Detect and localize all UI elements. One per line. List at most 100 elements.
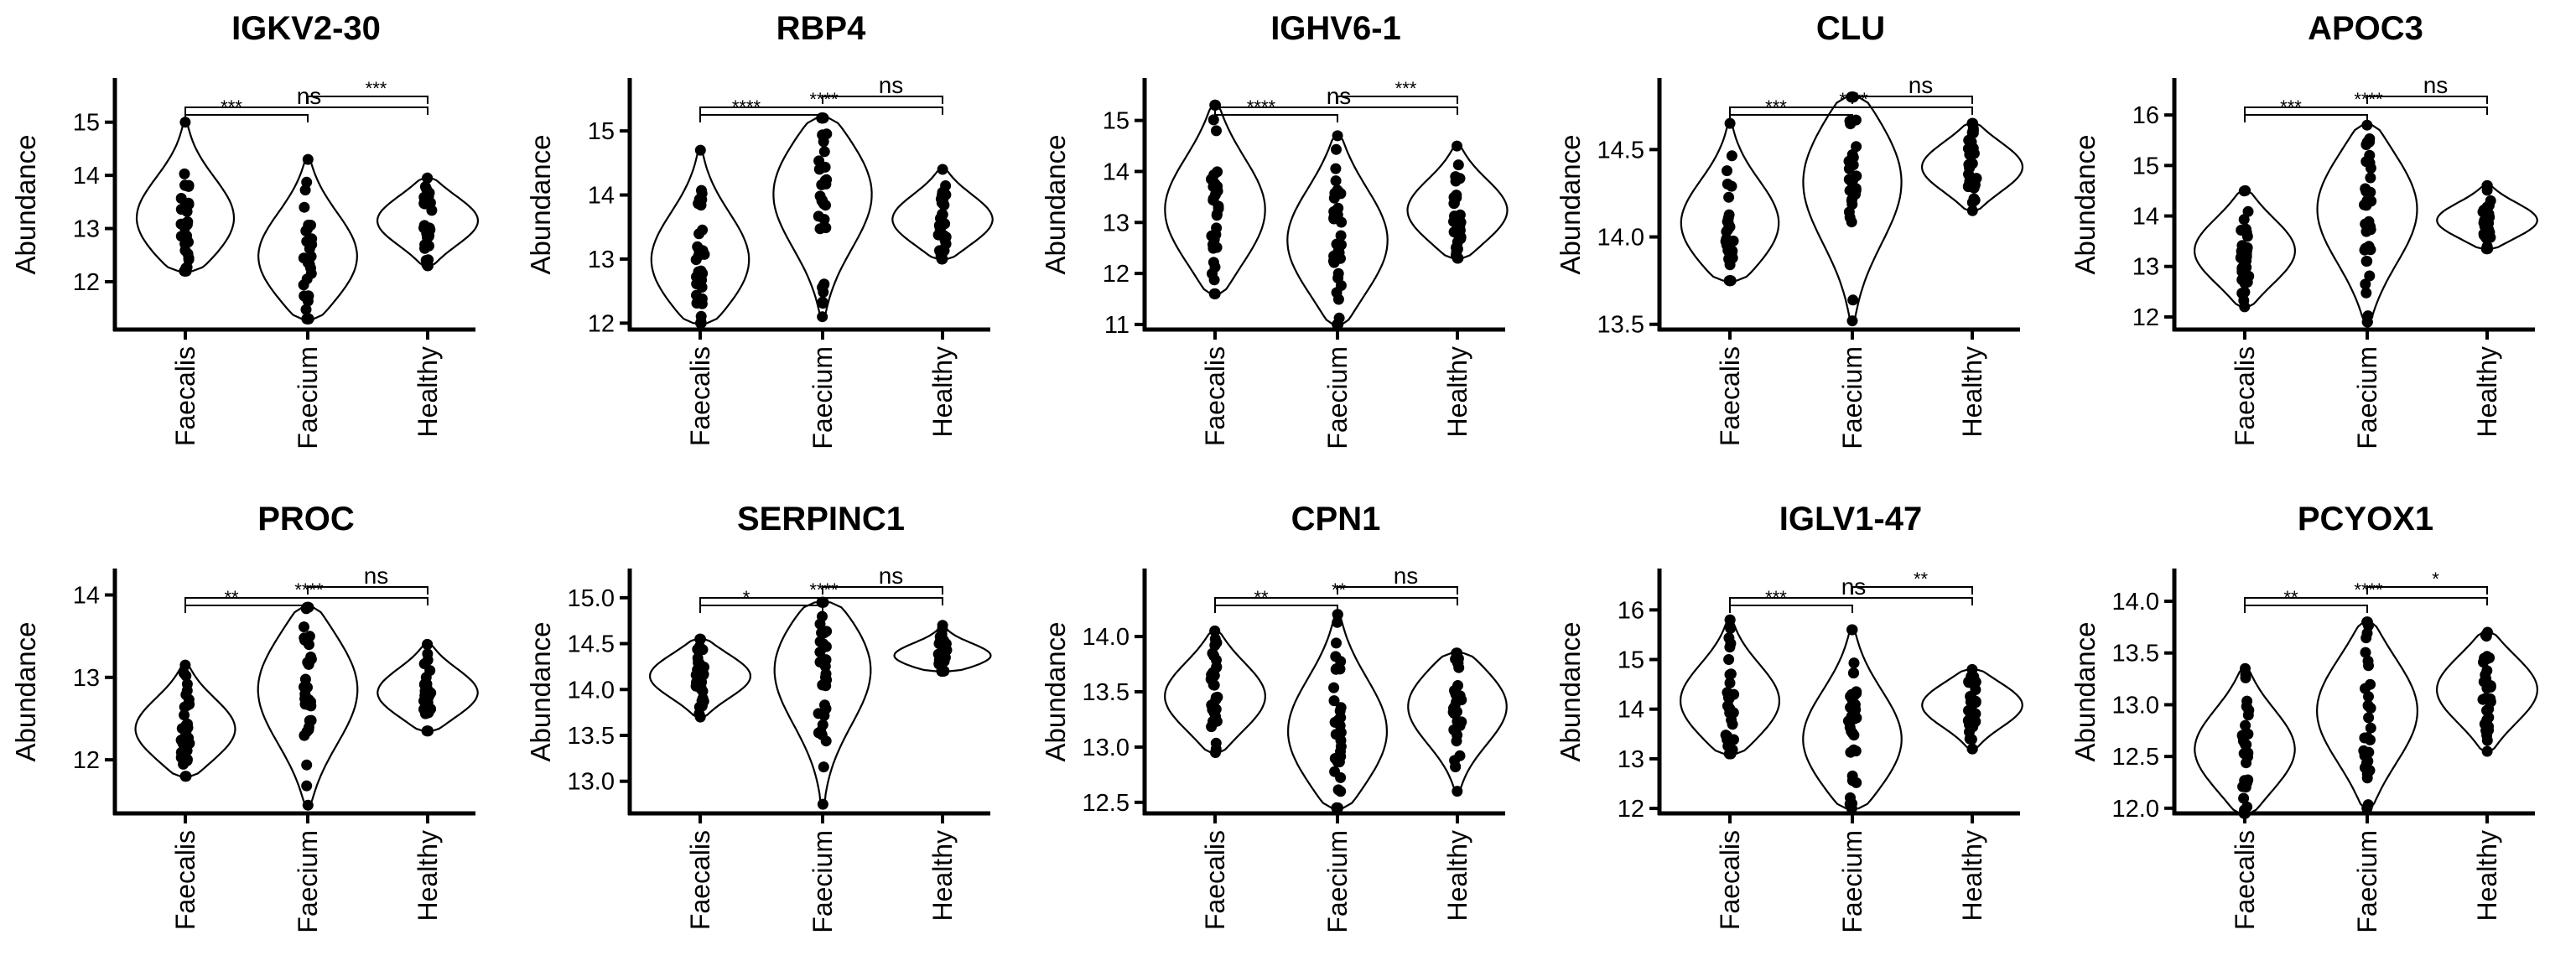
data-point	[1210, 229, 1222, 241]
x-tick-label: Healthy	[2472, 346, 2502, 438]
data-point	[820, 672, 831, 683]
data-point	[697, 644, 709, 656]
data-point	[306, 239, 318, 250]
y-tick-label: 13.0	[568, 769, 615, 796]
data-point	[2478, 657, 2489, 668]
y-tick-label: 15	[2132, 153, 2159, 179]
significance-bracket	[184, 605, 309, 613]
x-tick-label: Healthy	[1957, 830, 1987, 922]
y-tick-label: 13	[73, 665, 100, 692]
data-point	[1452, 159, 1464, 171]
data-point	[305, 714, 317, 726]
data-point	[1725, 668, 1737, 680]
x-tick-label: Healthy	[413, 830, 443, 922]
significance-bracket	[1729, 106, 1973, 115]
data-point	[935, 193, 947, 205]
points-faecium	[2358, 616, 2376, 814]
data-point	[1331, 143, 1342, 155]
data-point	[818, 627, 830, 639]
data-point	[1209, 288, 1221, 299]
data-point	[422, 172, 434, 184]
data-point	[178, 733, 190, 745]
data-point	[2236, 288, 2248, 299]
data-point	[699, 662, 709, 673]
points-faecium	[813, 596, 833, 810]
data-point	[423, 725, 434, 737]
data-point	[422, 639, 433, 650]
significance-bracket	[307, 96, 428, 104]
data-point	[696, 282, 708, 293]
y-tick-label: 13	[1618, 746, 1644, 773]
data-point	[1724, 248, 1736, 260]
significance-label: ns	[1909, 72, 1934, 98]
chart-panel-cpn1: CPN1 Abundance 12.5 13.0 13.5 14.0 Faecalis Fae…	[1040, 501, 1508, 933]
significance-bracket	[1214, 605, 1338, 613]
data-point	[1207, 699, 1218, 710]
points-faecium	[2359, 119, 2377, 328]
significance-bracket	[699, 106, 943, 115]
data-point	[301, 759, 313, 771]
data-point	[2238, 792, 2250, 804]
data-point	[1330, 175, 1342, 187]
points-faecalis	[1206, 99, 1224, 299]
data-point	[695, 310, 707, 322]
data-point	[2360, 278, 2371, 290]
data-point	[1335, 702, 1347, 714]
data-point	[183, 197, 195, 209]
data-point	[1846, 175, 1857, 187]
data-point	[2242, 205, 2254, 217]
x-tick-label: Faecium	[2352, 830, 2382, 933]
data-point	[813, 155, 825, 167]
data-point	[1846, 694, 1858, 706]
data-point	[1212, 166, 1223, 178]
y-tick-label: 14	[1103, 158, 1130, 185]
data-point	[1332, 802, 1343, 813]
significance-bracket	[1214, 597, 1458, 605]
data-point	[1209, 626, 1221, 636]
significance-label: ns	[1394, 563, 1419, 589]
y-tick-label: 13	[73, 216, 100, 243]
x-tick-label: Healthy	[1442, 346, 1472, 438]
data-point	[697, 224, 709, 236]
data-point	[1452, 236, 1463, 248]
data-point	[305, 220, 316, 231]
data-point	[1450, 761, 1462, 772]
significance-bracket	[699, 605, 823, 613]
y-tick-label: 11	[1104, 312, 1130, 339]
x-tick-label: Faecium	[808, 830, 838, 933]
data-point	[1332, 616, 1343, 628]
data-point	[1454, 750, 1466, 761]
data-point	[1209, 262, 1221, 273]
data-point	[1452, 140, 1462, 152]
data-point	[1720, 236, 1732, 247]
data-point	[937, 164, 948, 175]
data-point	[813, 727, 824, 739]
data-point	[1333, 714, 1345, 725]
data-point	[814, 657, 826, 667]
x-tick-label: Faecalis	[2230, 346, 2260, 446]
data-point	[299, 201, 310, 213]
data-point	[299, 290, 310, 302]
data-point	[1208, 274, 1220, 286]
y-tick-label: 12	[2132, 304, 2159, 331]
data-point	[1212, 180, 1223, 192]
data-point	[1964, 733, 1976, 745]
data-point	[1209, 189, 1221, 200]
significance-label: ns	[879, 72, 904, 98]
data-point	[1328, 212, 1340, 223]
chart-panel-ighv6-1: IGHV6-1 Abundance 11 12 13 14 15 Faecalis Faeciu…	[1040, 10, 1509, 449]
y-tick-label: 15	[588, 118, 615, 145]
data-point	[1328, 192, 1340, 204]
chart-title: RBP4	[776, 10, 866, 47]
data-point	[423, 260, 434, 272]
x-tick-label: Healthy	[413, 346, 443, 438]
significance-bracket	[822, 586, 943, 595]
data-point	[1450, 175, 1462, 187]
data-point	[1722, 165, 1732, 177]
data-point	[1850, 184, 1862, 196]
data-point	[1844, 211, 1856, 223]
points-faecalis	[2235, 184, 2255, 313]
data-point	[691, 298, 703, 309]
data-point	[184, 699, 195, 710]
significance-bracket	[184, 597, 428, 605]
